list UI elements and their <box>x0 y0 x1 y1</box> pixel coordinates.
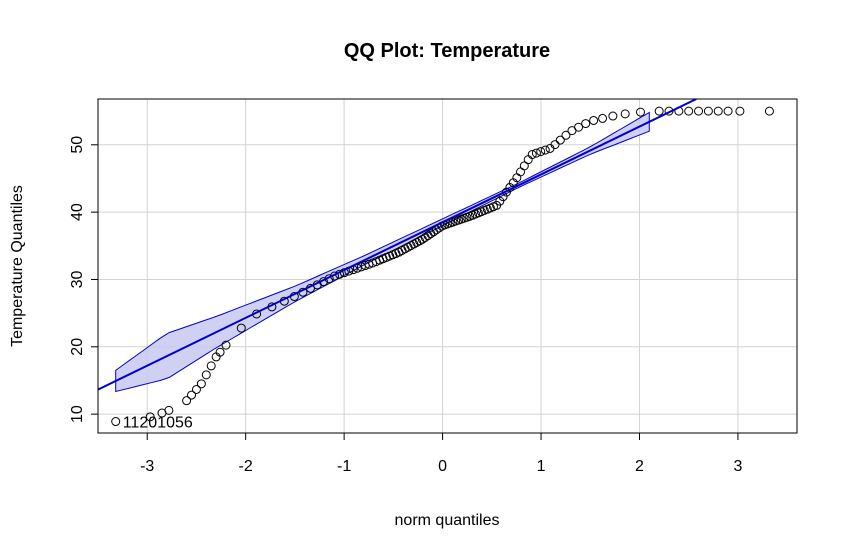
data-point <box>694 106 704 116</box>
point-annotation: 1120 <box>123 415 158 432</box>
y-axis: 10 20 30 40 50 <box>69 136 99 423</box>
reference-line-group <box>98 99 697 391</box>
data-point <box>196 379 206 389</box>
data-point <box>145 412 155 422</box>
reference-line <box>98 99 697 391</box>
data-point <box>598 113 608 123</box>
point-annotation: 1056 <box>157 415 193 432</box>
y-tick-label: 30 <box>69 270 86 288</box>
data-point <box>201 370 211 380</box>
data-point <box>703 106 713 116</box>
point-annotations: 1120 1056 <box>123 415 193 432</box>
y-tick-label: 40 <box>69 203 86 221</box>
data-point <box>221 340 231 350</box>
y-tick-label: 20 <box>69 338 86 356</box>
data-point <box>550 140 560 150</box>
data-point <box>723 106 733 116</box>
data-point <box>684 106 694 116</box>
data-point <box>620 109 630 119</box>
data-point <box>764 106 774 116</box>
y-tick-label: 50 <box>69 136 86 154</box>
data-point <box>540 145 550 155</box>
data-point <box>713 106 723 116</box>
data-point <box>636 107 646 117</box>
data-point <box>735 106 745 116</box>
x-tick-label: -2 <box>239 458 253 475</box>
data-point <box>608 111 618 121</box>
data-point <box>182 396 192 406</box>
data-point <box>516 167 526 177</box>
data-point <box>574 122 584 132</box>
data-point <box>561 130 571 140</box>
grid <box>98 99 797 433</box>
plot-frame <box>97 98 798 434</box>
data-point <box>191 384 201 394</box>
x-axis: -3 -2 -1 0 1 2 3 <box>140 432 742 475</box>
data-point <box>206 361 216 371</box>
data-point <box>215 347 225 357</box>
data-point <box>654 106 664 116</box>
data-point <box>536 147 546 157</box>
data-point <box>111 417 121 427</box>
data-point <box>187 390 197 400</box>
x-tick-label: 3 <box>733 458 742 475</box>
x-tick-label: -3 <box>140 458 154 475</box>
data-point <box>527 150 537 160</box>
y-axis-label: Temperature Quantiles <box>9 185 26 347</box>
data-point <box>589 115 599 125</box>
x-tick-label: 1 <box>537 458 546 475</box>
x-axis-label: norm quantiles <box>395 512 500 529</box>
x-tick-label: -1 <box>337 458 351 475</box>
data-point <box>236 323 246 333</box>
chart-title: QQ Plot: Temperature <box>344 40 550 62</box>
x-tick-label: 0 <box>438 458 447 475</box>
y-tick-label: 10 <box>69 405 86 423</box>
x-tick-label: 2 <box>635 458 644 475</box>
data-point <box>523 155 533 165</box>
data-point <box>495 196 505 206</box>
data-point <box>581 119 591 129</box>
data-point <box>555 135 565 145</box>
data-point <box>531 148 541 158</box>
data-point <box>164 405 174 415</box>
data-points <box>111 106 774 427</box>
